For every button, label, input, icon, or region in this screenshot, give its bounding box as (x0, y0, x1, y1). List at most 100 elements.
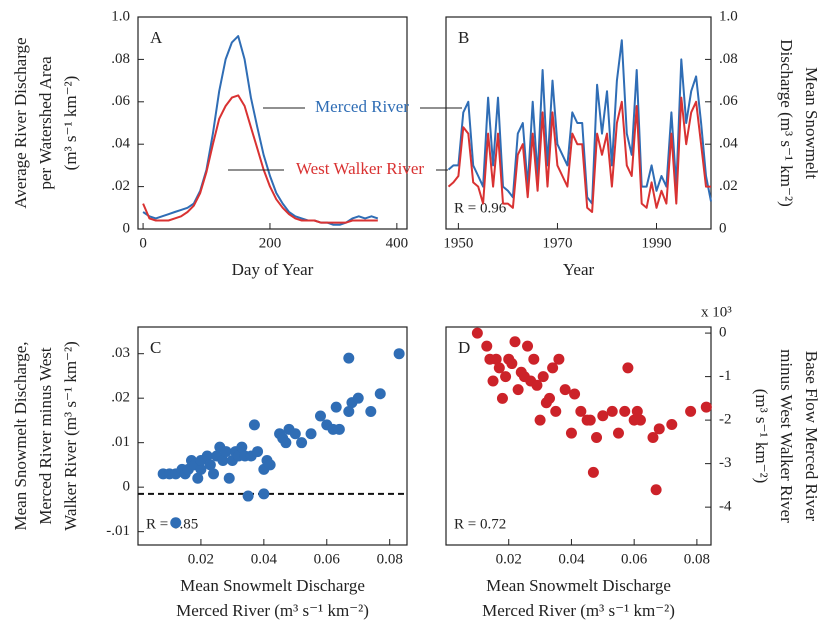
scatter-point (236, 441, 248, 453)
scatter-point (528, 353, 540, 365)
scatter-point (393, 348, 405, 360)
scatter-point (612, 427, 624, 439)
y-tick-label: 0 (719, 220, 727, 236)
axis-multiplier: x 10³ (701, 304, 732, 320)
x-tick-label: 1990 (642, 235, 672, 251)
scatter-point (487, 375, 499, 387)
scatter-point (252, 446, 264, 458)
scatter-point (537, 371, 549, 383)
y-axis-label: (m³ s⁻¹ km⁻²) (61, 76, 80, 171)
scatter-point (343, 352, 355, 364)
scatter-point (587, 466, 599, 478)
scatter-point (314, 410, 326, 422)
y-axis-label: Merced River minus West (36, 347, 55, 525)
scatter-point (534, 414, 546, 426)
x-tick-label: 200 (259, 235, 282, 251)
annotation: R = 0.72 (454, 516, 506, 532)
series-line (142, 94, 378, 224)
x-tick-label: 0.08 (684, 551, 710, 567)
scatter-point (591, 432, 603, 444)
y-tick-label: .02 (111, 178, 130, 194)
panel-label: C (150, 338, 161, 357)
y-tick-label: -3 (719, 455, 732, 471)
scatter-point (330, 401, 342, 413)
scatter-point (258, 488, 270, 500)
scatter-point (547, 362, 559, 374)
scatter-point (622, 362, 634, 374)
y-tick-label: -4 (719, 499, 732, 515)
y-tick-label: .08 (111, 51, 130, 67)
panel-label: B (458, 28, 469, 47)
scatter-point (217, 454, 229, 466)
scatter-point (653, 423, 665, 435)
scatter-point (365, 406, 377, 418)
scatter-point (559, 384, 571, 396)
panel: 1950 1970 1990 0 .02 .04 .06 .08 1.0 Year Mean Sno… (443, 8, 821, 278)
y-tick-label: .04 (111, 136, 130, 152)
scatter-point (509, 336, 521, 348)
scatter-point (343, 406, 355, 418)
scatter-point (512, 384, 524, 396)
x-tick-label: 0.06 (314, 551, 341, 567)
y-tick-label: .03 (111, 345, 130, 361)
scatter-point (280, 437, 292, 449)
scatter-point (208, 468, 220, 480)
scatter-point (634, 414, 646, 426)
y-axis-label: per Watershed Area (36, 56, 55, 190)
y-tick-label: 0 (123, 479, 131, 495)
scatter-point (192, 472, 204, 484)
scatter-point (264, 459, 276, 471)
series-label: West Walker River (296, 159, 425, 178)
scatter-point (220, 446, 232, 458)
x-tick-label: 1970 (542, 235, 572, 251)
y-tick-label: 1.0 (719, 8, 738, 24)
y-tick-label: -.01 (106, 523, 130, 539)
scatter-point (500, 371, 512, 383)
y-tick-label: -1 (719, 368, 732, 384)
scatter-point (531, 379, 543, 391)
y-tick-label: 1.0 (111, 8, 130, 24)
x-tick-label: 400 (386, 235, 409, 251)
y-tick-label: .06 (111, 93, 130, 109)
scatter-point (481, 340, 493, 352)
y-tick-label: .02 (111, 390, 130, 406)
scatter-point (374, 388, 386, 400)
plot-frame (445, 16, 712, 230)
scatter-point (619, 405, 631, 417)
x-tick-label: 1950 (443, 235, 473, 251)
scatter-point (584, 414, 596, 426)
scatter-point (647, 432, 659, 444)
series-line (447, 39, 712, 205)
x-tick-label: 0.02 (496, 551, 522, 567)
scatter-point (700, 401, 712, 413)
scatter-point (575, 405, 587, 417)
scatter-point (289, 428, 301, 440)
annotation: R = 0.96 (454, 200, 507, 216)
scatter-point (685, 405, 697, 417)
x-tick-label: 0.02 (188, 551, 214, 567)
y-tick-label: .06 (719, 93, 738, 109)
x-tick-label: 0.04 (558, 551, 585, 567)
y-tick-label: .04 (719, 136, 738, 152)
x-axis-label: Mean Snowmelt Discharge (180, 576, 365, 595)
scatter-point (569, 388, 581, 400)
scatter-point (248, 419, 260, 431)
scatter-point (543, 392, 555, 404)
y-tick-label: 0 (123, 220, 131, 236)
scatter-point (666, 418, 678, 430)
scatter-point (296, 437, 308, 449)
y-tick-label: .01 (111, 434, 130, 450)
scatter-point (493, 362, 505, 374)
y-axis-label: Discharge (m³ s⁻¹ km⁻²) (777, 39, 796, 206)
panel-label: A (150, 28, 163, 47)
scatter-point (352, 392, 364, 404)
scatter-point (522, 340, 534, 352)
scatter-point (553, 353, 565, 365)
scatter-point (550, 405, 562, 417)
series-line (447, 96, 711, 213)
scatter-point (195, 463, 207, 475)
y-tick-label: 0 (719, 325, 727, 341)
scatter-point (242, 490, 254, 502)
